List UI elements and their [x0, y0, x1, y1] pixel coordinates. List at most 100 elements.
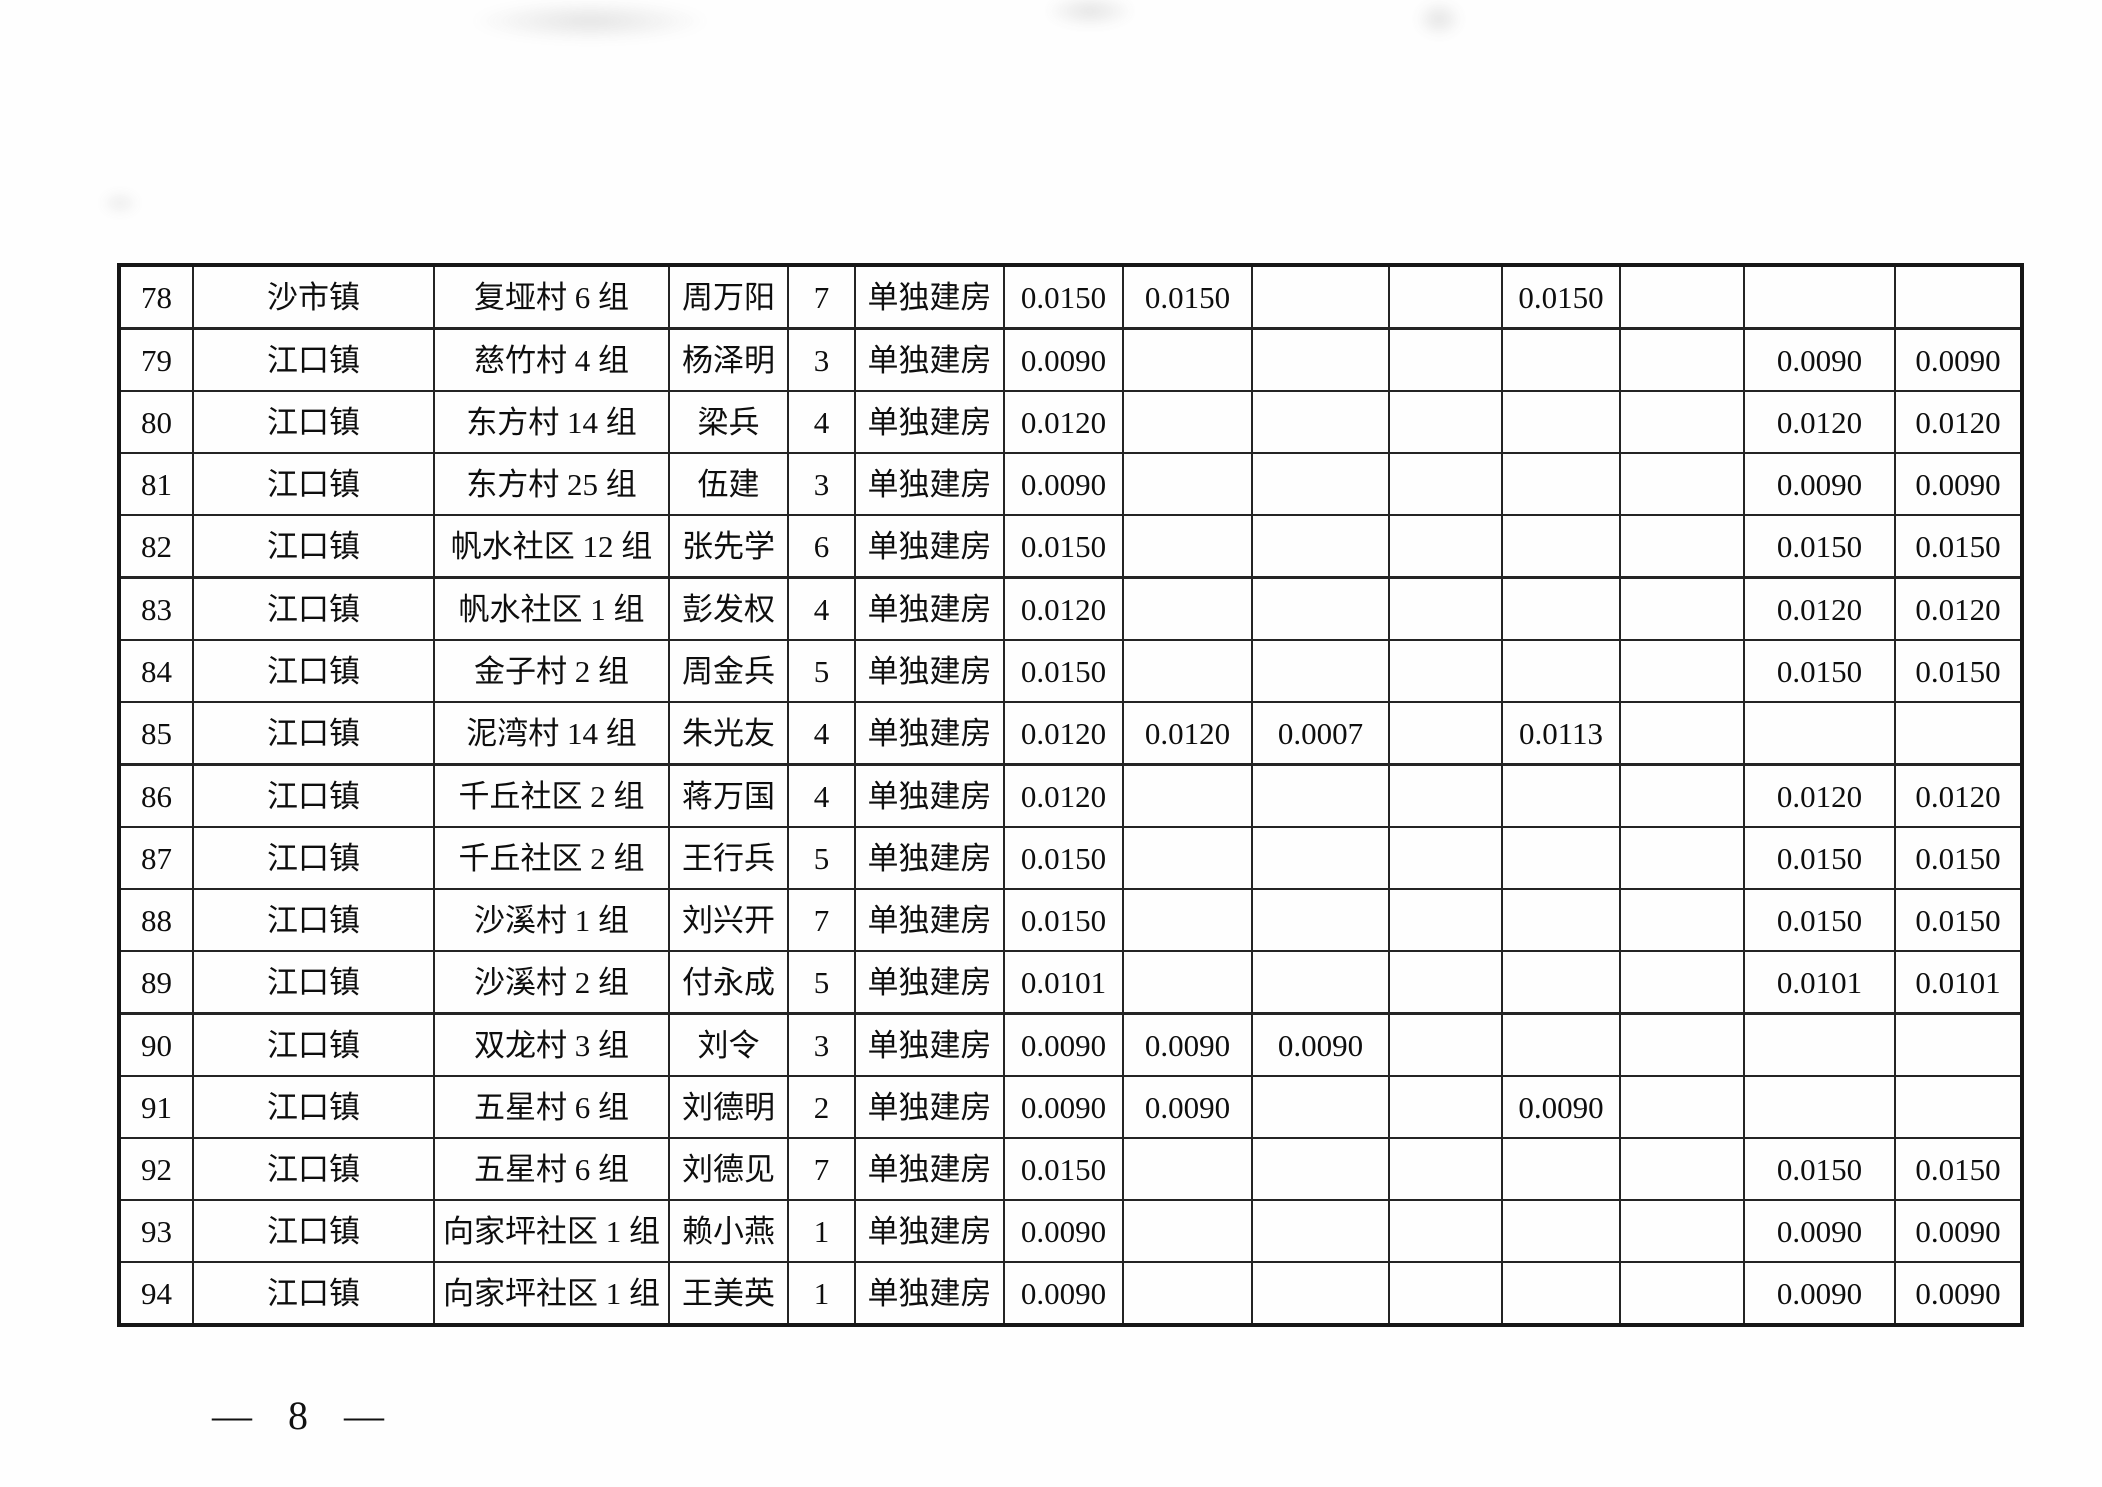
- cell-household-count: 1: [787, 1261, 856, 1326]
- cell-town: 江口镇: [192, 1137, 435, 1201]
- cell-village-group: 东方村 14 组: [433, 390, 670, 454]
- cell-value-8: 0.0090: [1894, 1199, 2023, 1263]
- cell-value-2: [1122, 576, 1253, 641]
- cell-value-8: 0.0090: [1894, 1261, 2023, 1326]
- cell-row-number: 94: [118, 1261, 194, 1326]
- cell-value-6: [1619, 452, 1745, 516]
- cell-construction-type: 单独建房: [854, 826, 1005, 890]
- cell-value-8: 0.0150: [1894, 1137, 2023, 1201]
- cell-value-3: [1251, 888, 1390, 952]
- cell-construction-type: 单独建房: [854, 264, 1005, 330]
- cell-value-4: [1388, 1012, 1503, 1077]
- cell-row-number: 92: [118, 1137, 194, 1201]
- cell-value-3: [1251, 950, 1390, 1015]
- cell-value-8: 0.0101: [1894, 950, 2023, 1015]
- cell-value-3: 0.0090: [1251, 1012, 1390, 1077]
- cell-value-5: [1501, 327, 1621, 392]
- cell-construction-type: 单独建房: [854, 1137, 1005, 1201]
- cell-town: 江口镇: [192, 888, 435, 952]
- allocation-table: 78 沙市镇 复垭村 6 组周万阳 7 单独建房 0.0150 0.0150 0.0150 79…: [117, 263, 2024, 1327]
- cell-town: 江口镇: [192, 701, 435, 766]
- scan-smudge: [100, 190, 140, 216]
- cell-person-name: 梁兵: [668, 390, 789, 454]
- cell-value-2: [1122, 1261, 1253, 1326]
- cell-value-6: [1619, 701, 1745, 766]
- cell-village-group: 金子村 2 组: [433, 639, 670, 703]
- cell-town: 江口镇: [192, 950, 435, 1015]
- scan-smudge: [1415, 0, 1463, 38]
- cell-value-6: [1619, 390, 1745, 454]
- cell-construction-type: 单独建房: [854, 390, 1005, 454]
- cell-household-count: 3: [787, 327, 856, 392]
- cell-town: 江口镇: [192, 390, 435, 454]
- cell-person-name: 张先学: [668, 514, 789, 579]
- cell-value-1: 0.0090: [1003, 1261, 1124, 1326]
- cell-value-8: 0.0150: [1894, 826, 2023, 890]
- cell-value-7: 0.0120: [1743, 576, 1896, 641]
- cell-construction-type: 单独建房: [854, 639, 1005, 703]
- cell-household-count: 5: [787, 639, 856, 703]
- cell-town: 江口镇: [192, 576, 435, 641]
- cell-person-name: 付永成: [668, 950, 789, 1015]
- cell-village-group: 沙溪村 2 组: [433, 950, 670, 1015]
- cell-value-6: [1619, 763, 1745, 828]
- cell-value-3: [1251, 763, 1390, 828]
- cell-value-2: [1122, 452, 1253, 516]
- cell-row-number: 88: [118, 888, 194, 952]
- cell-value-6: [1619, 888, 1745, 952]
- cell-value-1: 0.0120: [1003, 701, 1124, 766]
- cell-value-4: [1388, 264, 1503, 330]
- cell-value-7: 0.0090: [1743, 327, 1896, 392]
- cell-value-8: [1894, 1075, 2023, 1139]
- cell-value-8: [1894, 701, 2023, 766]
- table-row: 94 江口镇 向家坪社区 1 组王美英 1 单独建房 0.0090 0.0090 0.0090: [118, 1261, 2023, 1326]
- cell-value-4: [1388, 826, 1503, 890]
- cell-value-4: [1388, 1261, 1503, 1326]
- cell-value-1: 0.0090: [1003, 1012, 1124, 1077]
- cell-value-3: [1251, 1075, 1390, 1139]
- cell-value-7: [1743, 1075, 1896, 1139]
- cell-row-number: 85: [118, 701, 194, 766]
- page-number: — 8 —: [212, 1393, 390, 1438]
- cell-value-2: 0.0150: [1122, 264, 1253, 330]
- cell-person-name: 周金兵: [668, 639, 789, 703]
- table-row: 80 江口镇 东方村 14 组梁兵 4 单独建房 0.0120 0.0120 0.0120: [118, 390, 2023, 454]
- table-row: 92 江口镇 五星村 6 组刘德见 7 单独建房 0.0150 0.0150 0.0150: [118, 1137, 2023, 1201]
- cell-value-3: [1251, 1137, 1390, 1201]
- cell-value-7: 0.0150: [1743, 888, 1896, 952]
- cell-value-1: 0.0120: [1003, 576, 1124, 641]
- cell-household-count: 7: [787, 264, 856, 330]
- cell-village-group: 五星村 6 组: [433, 1137, 670, 1201]
- cell-household-count: 7: [787, 1137, 856, 1201]
- cell-value-8: 0.0120: [1894, 390, 2023, 454]
- cell-value-1: 0.0090: [1003, 327, 1124, 392]
- cell-value-2: [1122, 888, 1253, 952]
- cell-value-3: [1251, 514, 1390, 579]
- cell-value-6: [1619, 264, 1745, 330]
- cell-person-name: 杨泽明: [668, 327, 789, 392]
- cell-value-8: 0.0150: [1894, 514, 2023, 579]
- cell-value-5: [1501, 390, 1621, 454]
- cell-construction-type: 单独建房: [854, 1261, 1005, 1326]
- cell-value-2: [1122, 514, 1253, 579]
- cell-value-7: 0.0090: [1743, 452, 1896, 516]
- cell-row-number: 78: [118, 264, 194, 330]
- cell-construction-type: 单独建房: [854, 576, 1005, 641]
- table-row: 79 江口镇 慈竹村 4 组杨泽明 3 单独建房 0.0090 0.0090 0.0090: [118, 327, 2023, 392]
- cell-value-7: 0.0150: [1743, 514, 1896, 579]
- cell-construction-type: 单独建房: [854, 763, 1005, 828]
- cell-village-group: 千丘社区 2 组: [433, 826, 670, 890]
- table-row: 87 江口镇 千丘社区 2 组王行兵 5 单独建房 0.0150 0.0150 0.0150: [118, 826, 2023, 890]
- cell-value-6: [1619, 576, 1745, 641]
- cell-value-5: 0.0113: [1501, 701, 1621, 766]
- cell-person-name: 周万阳: [668, 264, 789, 330]
- cell-row-number: 90: [118, 1012, 194, 1077]
- cell-value-4: [1388, 390, 1503, 454]
- cell-town: 江口镇: [192, 327, 435, 392]
- cell-value-2: [1122, 1137, 1253, 1201]
- cell-value-8: 0.0120: [1894, 576, 2023, 641]
- cell-household-count: 4: [787, 390, 856, 454]
- cell-value-6: [1619, 1261, 1745, 1326]
- cell-value-1: 0.0090: [1003, 452, 1124, 516]
- cell-town: 江口镇: [192, 639, 435, 703]
